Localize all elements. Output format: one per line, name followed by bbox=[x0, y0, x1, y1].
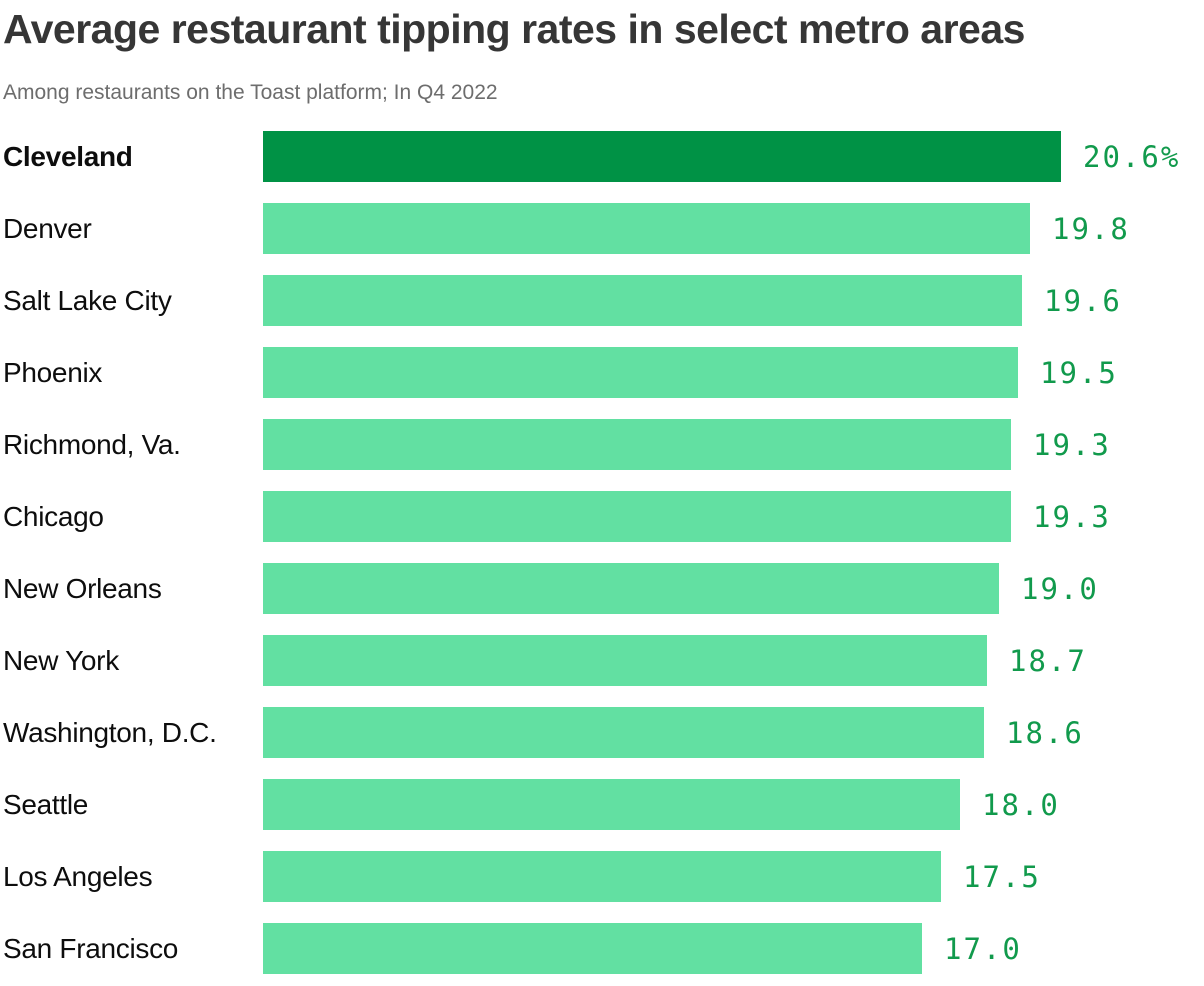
category-label: Denver bbox=[3, 212, 92, 244]
category-label: San Francisco bbox=[3, 932, 179, 964]
bar-track: 19.8 bbox=[263, 203, 1204, 255]
bar bbox=[263, 563, 999, 615]
value-label: 19.0 bbox=[1021, 571, 1099, 606]
chart-title: Average restaurant tipping rates in sele… bbox=[3, 6, 1025, 52]
chart-row: Chicago 19.3 bbox=[3, 491, 1204, 543]
category-label: Los Angeles bbox=[3, 860, 153, 892]
bar bbox=[263, 923, 922, 975]
chart-row: Richmond, Va. 19.3 bbox=[3, 419, 1204, 471]
category-label: New Orleans bbox=[3, 572, 162, 604]
bar-track: 18.7 bbox=[263, 635, 1204, 687]
bar-track: 17.0 bbox=[263, 923, 1204, 975]
bar bbox=[263, 131, 1061, 183]
bar-chart: Cleveland 20.6% Denver 19.8 Salt Lake City 19… bbox=[3, 131, 1204, 975]
chart-row: Phoenix 19.5 bbox=[3, 347, 1204, 399]
value-label: 19.8 bbox=[1052, 211, 1130, 246]
chart-row: Seattle 18.0 bbox=[3, 779, 1204, 831]
chart-row: Cleveland 20.6% bbox=[3, 131, 1204, 183]
value-label: 18.0 bbox=[982, 787, 1060, 822]
value-label: 19.3 bbox=[1033, 499, 1111, 534]
value-label: 19.3 bbox=[1033, 427, 1111, 462]
value-label: 19.5 bbox=[1040, 355, 1118, 390]
bar-track: 18.6 bbox=[263, 707, 1204, 759]
chart-row: Los Angeles 17.5 bbox=[3, 851, 1204, 903]
chart-row: Denver 19.8 bbox=[3, 203, 1204, 255]
bar-track: 19.6 bbox=[263, 275, 1204, 327]
value-label: 17.0 bbox=[944, 931, 1022, 966]
value-label: 20.6% bbox=[1083, 139, 1181, 174]
category-label: Richmond, Va. bbox=[3, 428, 181, 460]
bar bbox=[263, 707, 984, 759]
category-label: Salt Lake City bbox=[3, 284, 172, 316]
value-label: 19.6 bbox=[1044, 283, 1122, 318]
bar-track: 20.6% bbox=[263, 131, 1204, 183]
category-label: Chicago bbox=[3, 500, 104, 532]
chart-row: New Orleans 19.0 bbox=[3, 563, 1204, 615]
chart-subtitle: Among restaurants on the Toast platform;… bbox=[3, 81, 498, 105]
bar-track: 19.3 bbox=[263, 491, 1204, 543]
chart-row: New York 18.7 bbox=[3, 635, 1204, 687]
category-label: Phoenix bbox=[3, 356, 103, 388]
bar bbox=[263, 203, 1030, 255]
chart-row: San Francisco 17.0 bbox=[3, 923, 1204, 975]
chart-row: Washington, D.C. 18.6 bbox=[3, 707, 1204, 759]
bar bbox=[263, 275, 1022, 327]
bar bbox=[263, 419, 1011, 471]
bar-track: 19.3 bbox=[263, 419, 1204, 471]
bar bbox=[263, 851, 941, 903]
category-label: New York bbox=[3, 644, 119, 676]
bar bbox=[263, 779, 960, 831]
category-label: Washington, D.C. bbox=[3, 716, 217, 748]
bar-track: 18.0 bbox=[263, 779, 1204, 831]
bar bbox=[263, 347, 1018, 399]
value-label: 18.7 bbox=[1009, 643, 1087, 678]
bar bbox=[263, 491, 1011, 543]
value-label: 18.6 bbox=[1006, 715, 1084, 750]
category-label: Seattle bbox=[3, 788, 89, 820]
bar-track: 17.5 bbox=[263, 851, 1204, 903]
bar bbox=[263, 635, 987, 687]
bar-track: 19.5 bbox=[263, 347, 1204, 399]
bar-track: 19.0 bbox=[263, 563, 1204, 615]
category-label: Cleveland bbox=[3, 140, 133, 172]
chart-row: Salt Lake City 19.6 bbox=[3, 275, 1204, 327]
value-label: 17.5 bbox=[963, 859, 1041, 894]
